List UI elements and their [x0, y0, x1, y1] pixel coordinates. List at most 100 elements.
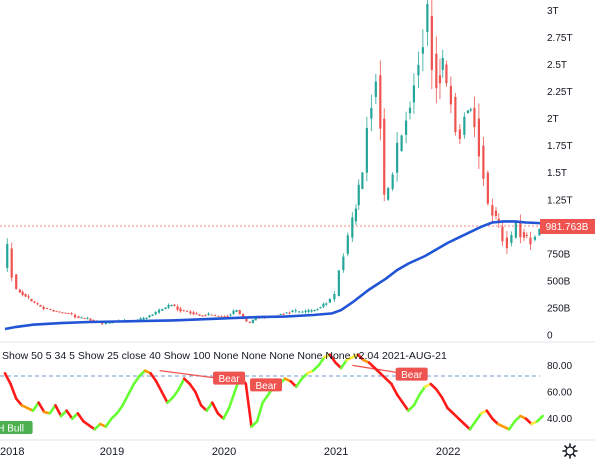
price-tick-label: 1.5T — [547, 168, 567, 179]
indicator-segment — [188, 382, 197, 394]
candle-body — [73, 314, 77, 318]
candle-body — [421, 47, 424, 54]
indicator-segment — [227, 390, 236, 410]
candle-body — [365, 127, 368, 173]
candle-body — [192, 312, 195, 315]
candle-body — [176, 306, 179, 310]
candle-body — [346, 235, 349, 254]
candle-body — [325, 303, 328, 305]
candle-body — [36, 303, 39, 305]
candle-body — [86, 317, 89, 319]
indicator-segment — [418, 385, 427, 396]
candle-body — [198, 314, 201, 316]
time-tick-label: 2019 — [100, 446, 124, 458]
indicator-segment — [171, 388, 180, 399]
indicator-segment — [474, 412, 483, 423]
candle-body — [463, 116, 466, 135]
candle-body — [297, 311, 301, 313]
indicator-segment — [255, 401, 264, 423]
indicator-segment — [294, 377, 304, 388]
candle-body — [104, 322, 107, 325]
candle-body — [454, 96, 457, 133]
candle-body — [33, 301, 36, 303]
candle-body — [438, 75, 442, 84]
candle-body — [291, 310, 294, 312]
candle-body — [337, 270, 340, 297]
indicator-tags: H Bull Bear Bear Bear — [0, 367, 428, 435]
candle-body — [89, 318, 92, 321]
candle-body — [529, 237, 532, 245]
candle-body — [473, 107, 476, 128]
indicator-segment — [37, 401, 46, 414]
indicator-segment — [440, 396, 449, 410]
candle-body — [195, 313, 198, 315]
candle-body — [482, 145, 485, 179]
candle-body — [322, 303, 325, 307]
indicator-segment — [9, 382, 18, 400]
indicator-segment — [177, 377, 186, 391]
price-tick-label: 750B — [547, 249, 571, 260]
candle-body — [164, 307, 167, 310]
candle-body — [316, 309, 319, 311]
candle-body — [396, 142, 399, 173]
indicator-tag-label: H Bull — [0, 424, 24, 435]
candle-body — [80, 317, 83, 319]
candle-body — [24, 293, 27, 297]
indicator-segment — [261, 393, 270, 404]
time-axis[interactable]: 2018 2019 2020 2021 2022 — [0, 446, 460, 458]
indicator-segment — [132, 374, 141, 386]
candle-body — [6, 244, 9, 268]
candle-body — [83, 318, 86, 320]
candle-body — [408, 107, 412, 114]
candle-body — [288, 312, 291, 314]
candle-body — [170, 304, 173, 307]
gear-icon[interactable] — [562, 443, 578, 459]
candle-body — [189, 311, 192, 314]
candle-body — [27, 296, 30, 298]
candle-body — [351, 217, 354, 238]
candle-body — [101, 323, 104, 325]
last-value-tag — [540, 219, 595, 234]
indicator-segment — [339, 358, 349, 370]
indicator-pane[interactable]: H Bull Bear Bear Bear Show 50 5 34 5 Show 2… — [0, 350, 545, 435]
price-tick-label: 250B — [547, 303, 571, 314]
indicator-axis[interactable]: 80.00 60.00 40.00 — [547, 361, 572, 425]
last-value-label: 981.763B — [546, 222, 589, 233]
indicator-segment — [121, 393, 130, 407]
candle-body — [417, 64, 420, 76]
price-pane[interactable] — [0, 0, 546, 331]
candle-body — [458, 129, 461, 139]
indicator-segment — [485, 409, 494, 420]
candle-body — [469, 109, 472, 111]
candle-body — [226, 315, 229, 317]
indicator-segment — [54, 404, 63, 418]
indicator-segment — [14, 397, 24, 407]
candle-body — [294, 310, 297, 312]
candle-body — [45, 307, 49, 310]
indicator-gradient-line — [3, 353, 545, 431]
candle-body — [519, 221, 522, 238]
indicator-tag-label: Bear — [219, 374, 241, 385]
indicator-segment — [328, 353, 337, 364]
indicator-legend[interactable]: Show 50 5 34 5 Show 25 close 40 Show 100… — [2, 350, 447, 362]
indicator-segment — [149, 372, 158, 383]
candle-body — [182, 310, 185, 312]
indicator-segment — [126, 382, 136, 396]
candle-body — [361, 172, 364, 189]
indicator-segment — [205, 401, 214, 412]
indicator-segment — [31, 401, 40, 412]
candle-body — [387, 187, 390, 200]
indicator-segment — [317, 356, 326, 367]
candle-body — [142, 317, 145, 320]
indicator-segment — [468, 420, 477, 431]
price-axis[interactable]: 3T 2.75T 2.5T 2.25T 2T 1.75T 1.5T 1.25T 750B 500B… — [547, 6, 573, 342]
time-tick-label: 2022 — [436, 446, 460, 458]
candle-body — [279, 313, 282, 315]
indicator-segment — [48, 404, 57, 415]
candle-body — [374, 81, 377, 97]
candle-body — [319, 306, 322, 309]
candle-body — [213, 315, 217, 317]
candle-body — [391, 174, 394, 189]
